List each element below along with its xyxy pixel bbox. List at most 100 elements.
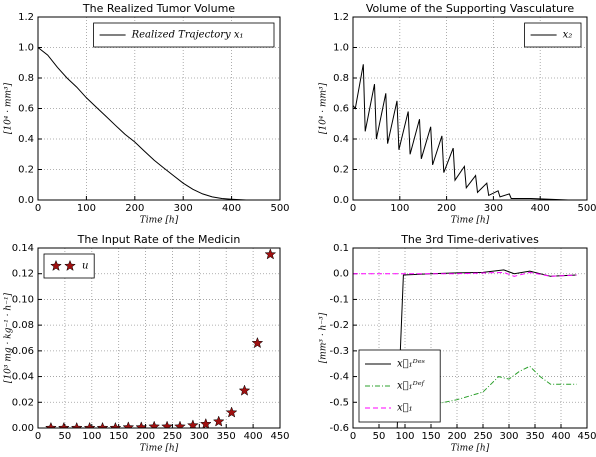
y-tick-label: -0.4 xyxy=(329,372,349,383)
y-tick-label: 0.06 xyxy=(12,346,34,357)
y-tick-label: 1.2 xyxy=(333,12,349,23)
legend-label: x⃛₁ᴰᵉˢ xyxy=(397,359,425,370)
y-tick-label: 0.4 xyxy=(333,134,349,145)
x-axis-label: Time [h] xyxy=(451,444,490,454)
subplot: 0 50 100 150 200 250 300 350 400 450 -0.6 -0.5 -0.4 -… xyxy=(319,233,596,454)
y-tick-label: 0.04 xyxy=(12,372,34,383)
legend-marker xyxy=(50,259,62,271)
y-tick-label: 0.1 xyxy=(333,243,349,254)
y-axis-label: [10³ mg · kg⁻¹ · h⁻¹] xyxy=(4,292,14,383)
y-tick-label: 0.0 xyxy=(18,195,34,206)
point xyxy=(238,384,251,396)
axes-frame xyxy=(37,247,281,429)
x-axis-label: Time [h] xyxy=(451,216,490,226)
x-tick-label: 250 xyxy=(163,431,182,442)
x-tick-label: 400 xyxy=(222,203,241,214)
y-tick-label: 0.02 xyxy=(12,397,34,408)
line xyxy=(38,47,261,200)
x-tick-label: 200 xyxy=(136,431,155,442)
y-tick-label: 0.0 xyxy=(333,195,349,206)
y-tick-label: -0.6 xyxy=(329,423,349,434)
plot-area xyxy=(353,64,569,200)
point xyxy=(96,421,109,428)
point xyxy=(148,420,161,428)
y-tick-label: 0.10 xyxy=(12,294,34,305)
x-tick-label: 450 xyxy=(270,431,289,442)
x-tick-label: 200 xyxy=(437,203,456,214)
x-tick-label: 100 xyxy=(390,203,409,214)
legend-label: Realized Trajectory x₁ xyxy=(131,30,244,41)
y-tick-label: 0.4 xyxy=(18,134,34,145)
x-tick-label: 300 xyxy=(484,203,503,214)
y-tick-label: 0.2 xyxy=(333,165,349,176)
subplot: 0 50 100 150 200 250 300 350 400 450 0.00 0.02 0.04 0… xyxy=(4,233,290,454)
y-tick-label: -0.1 xyxy=(329,294,349,305)
x-axis-label: Time [h] xyxy=(140,444,179,454)
legend-label: x⃛₁ᴰᵉᶠ xyxy=(397,381,426,392)
plot-area xyxy=(353,269,577,428)
subplot: 0 100 200 300 400 500 0.0 0.2 0.4 0.6 0.8 1.0 1.2 The… xyxy=(4,2,290,226)
x-tick-label: 350 xyxy=(525,431,544,442)
x-tick-label: 350 xyxy=(217,431,236,442)
x-tick-label: 250 xyxy=(473,431,492,442)
x-tick-label: 150 xyxy=(109,431,128,442)
y-axis-label: [10⁴ · mm³] xyxy=(319,82,329,134)
x-tick-label: 300 xyxy=(190,431,209,442)
y-tick-label: -0.5 xyxy=(329,397,349,408)
y-tick-label: 1.0 xyxy=(18,43,34,54)
x-tick-label: 450 xyxy=(577,431,596,442)
y-tick-label: 0.0 xyxy=(333,269,349,280)
point xyxy=(161,420,173,428)
point xyxy=(83,421,96,428)
chart-title: The 3rd Time-derivatives xyxy=(400,233,539,246)
x-tick-label: 300 xyxy=(499,431,518,442)
y-axis-label: [10⁴ · mm³] xyxy=(4,82,14,134)
y-tick-label: 0.2 xyxy=(18,165,34,176)
axes-frame xyxy=(352,247,588,429)
legend-label: x⃛₁ xyxy=(397,403,413,414)
y-tick-label: 0.8 xyxy=(333,73,349,84)
subplot: 0 100 200 300 400 500 0.0 0.2 0.4 0.6 0.8 1.0 1.2 Vol… xyxy=(319,2,596,226)
x-tick-label: 0 xyxy=(350,203,356,214)
x-tick-label: 500 xyxy=(270,203,289,214)
x-tick-label: 300 xyxy=(174,203,193,214)
x-tick-label: 0 xyxy=(350,431,356,442)
line xyxy=(353,271,577,277)
chart-title: The Realized Tumor Volume xyxy=(82,2,235,15)
y-tick-label: 0.6 xyxy=(333,104,349,115)
point xyxy=(251,336,264,349)
point xyxy=(199,417,212,428)
x-tick-label: 400 xyxy=(531,203,550,214)
x-tick-label: 400 xyxy=(244,431,263,442)
x-tick-label: 100 xyxy=(77,203,96,214)
y-axis-label: [mm³ · h⁻³] xyxy=(319,312,329,363)
x-tick-label: 200 xyxy=(447,431,466,442)
line xyxy=(404,365,577,408)
y-tick-label: 0.12 xyxy=(12,269,34,280)
y-tick-label: -0.2 xyxy=(329,320,349,331)
plot-area xyxy=(38,47,261,200)
y-tick-label: 0.8 xyxy=(18,73,34,84)
point xyxy=(70,421,83,428)
chart-title: The Input Rate of the Medicin xyxy=(77,233,241,246)
x-tick-label: 100 xyxy=(82,431,101,442)
point xyxy=(174,420,186,428)
legend-marker xyxy=(64,259,76,271)
axes-frame xyxy=(352,16,588,201)
point xyxy=(45,421,57,428)
x-axis-label: Time [h] xyxy=(140,216,179,226)
y-tick-label: 0.14 xyxy=(12,243,34,254)
x-tick-label: 500 xyxy=(577,203,596,214)
x-tick-label: 100 xyxy=(395,431,414,442)
y-tick-label: 0.6 xyxy=(18,104,34,115)
x-tick-label: 400 xyxy=(551,431,570,442)
y-tick-label: 0.00 xyxy=(12,423,34,434)
x-tick-label: 50 xyxy=(373,431,386,442)
line xyxy=(396,269,577,428)
point xyxy=(225,406,238,418)
axes-frame xyxy=(37,16,281,201)
point xyxy=(122,421,135,428)
x-tick-label: 150 xyxy=(421,431,440,442)
y-tick-label: 1.2 xyxy=(18,12,34,23)
